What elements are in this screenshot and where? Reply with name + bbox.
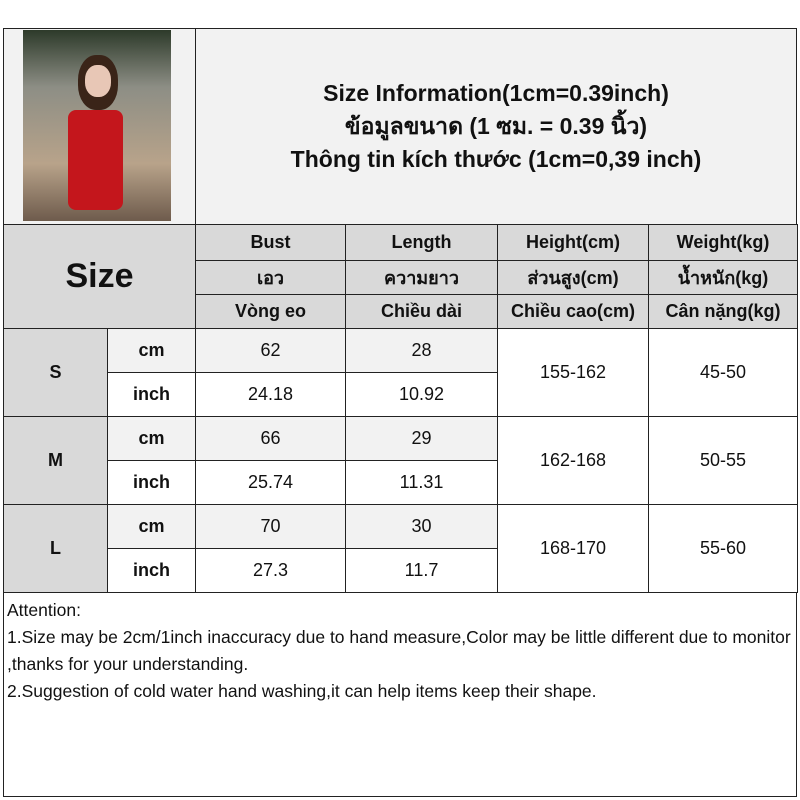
height-range: 168-170 [497, 504, 649, 593]
column-header-th: เอว [195, 260, 346, 295]
height-range: 155-162 [497, 328, 649, 417]
inch-value: 10.92 [345, 372, 498, 417]
inch-value: 27.3 [195, 548, 346, 593]
product-photo [23, 30, 171, 221]
cm-value: 70 [195, 504, 346, 549]
cm-value: 30 [345, 504, 498, 549]
attention-note-2: 2.Suggestion of cold water hand washing,… [7, 681, 597, 701]
unit-inch: inch [107, 548, 196, 593]
inch-value: 25.74 [195, 460, 346, 505]
unit-cm: cm [107, 328, 196, 373]
column-header-vi: Chiều cao(cm) [497, 294, 649, 329]
size-info-header: Size Information(1cm=0.39inch) ข้อมูลขนา… [195, 28, 797, 225]
column-header-vi: Vòng eo [195, 294, 346, 329]
header-title-th: ข้อมูลขนาด (1 ซม. = 0.39 นิ้ว) [344, 113, 648, 139]
cm-value: 28 [345, 328, 498, 373]
column-header-en: Length [345, 224, 498, 261]
cm-value: 29 [345, 416, 498, 461]
size-label-M: M [3, 416, 108, 505]
unit-inch: inch [107, 460, 196, 505]
cm-value: 66 [195, 416, 346, 461]
column-header-th: ส่วนสูง(cm) [497, 260, 649, 295]
inch-value: 11.31 [345, 460, 498, 505]
unit-cm: cm [107, 416, 196, 461]
header-title-en: Size Information(1cm=0.39inch) [323, 80, 669, 106]
weight-range: 50-55 [648, 416, 798, 505]
header-title-vi: Thông tin kích thước (1cm=0,39 inch) [290, 146, 702, 172]
weight-range: 55-60 [648, 504, 798, 593]
weight-range: 45-50 [648, 328, 798, 417]
column-header-th: น้ำหนัก(kg) [648, 260, 798, 295]
unit-inch: inch [107, 372, 196, 417]
inch-value: 24.18 [195, 372, 346, 417]
column-header-vi: Cân nặng(kg) [648, 294, 798, 329]
attention-note-1: 1.Size may be 2cm/1inch inaccuracy due t… [7, 627, 791, 674]
attention-title: Attention: [7, 600, 81, 620]
column-header-en: Weight(kg) [648, 224, 798, 261]
size-header: Size [3, 224, 196, 329]
size-label-L: L [3, 504, 108, 593]
height-range: 162-168 [497, 416, 649, 505]
column-header-en: Height(cm) [497, 224, 649, 261]
attention-notes: Attention: 1.Size may be 2cm/1inch inacc… [3, 592, 797, 797]
column-header-vi: Chiều dài [345, 294, 498, 329]
size-label-S: S [3, 328, 108, 417]
inch-value: 11.7 [345, 548, 498, 593]
cm-value: 62 [195, 328, 346, 373]
column-header-en: Bust [195, 224, 346, 261]
unit-cm: cm [107, 504, 196, 549]
column-header-th: ความยาว [345, 260, 498, 295]
